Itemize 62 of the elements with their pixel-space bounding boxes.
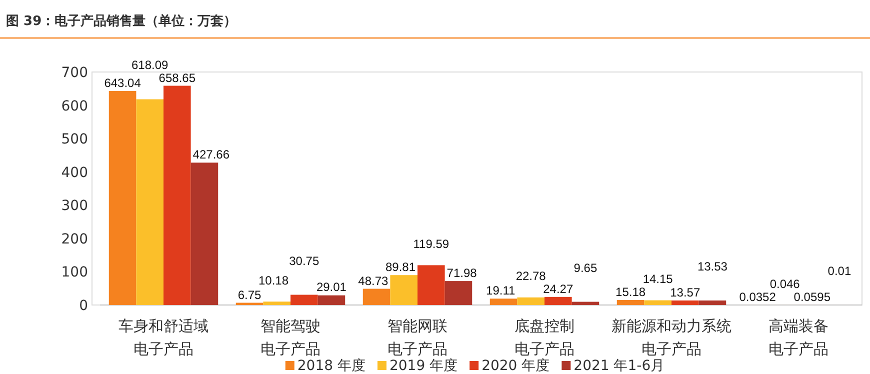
data-label: 643.04 bbox=[104, 76, 142, 90]
bar bbox=[290, 294, 318, 305]
data-label: 14.15 bbox=[642, 272, 674, 286]
data-label: 618.09 bbox=[131, 58, 169, 72]
data-label: 24.27 bbox=[543, 282, 574, 296]
y-tick-label: 100 bbox=[61, 264, 88, 281]
data-label: 0.046 bbox=[770, 276, 800, 291]
bar bbox=[108, 90, 136, 305]
legend-label: 2019 年度 bbox=[389, 358, 458, 374]
bar bbox=[644, 300, 672, 305]
bar bbox=[572, 302, 600, 305]
data-label: 427.66 bbox=[192, 148, 230, 162]
bar bbox=[490, 298, 518, 305]
data-label: 22.78 bbox=[516, 268, 546, 283]
y-tick-label: 600 bbox=[61, 98, 88, 114]
data-label: 6.75 bbox=[238, 288, 262, 302]
data-label: 48.73 bbox=[358, 274, 389, 288]
data-label: 71.98 bbox=[446, 266, 478, 280]
data-label: 13.53 bbox=[697, 259, 728, 274]
data-label: 0.0595 bbox=[794, 290, 831, 304]
bar bbox=[517, 297, 544, 305]
x-tick-label: 底盘控制电子产品 bbox=[514, 316, 576, 358]
x-tick-label: 智能驾驶电子产品 bbox=[260, 316, 322, 360]
y-tick-label: 500 bbox=[61, 132, 88, 148]
bar bbox=[418, 265, 445, 305]
x-tick-label: 车身和舒适域电子产品 bbox=[118, 316, 210, 360]
data-label: 0.01 bbox=[828, 264, 852, 278]
bar bbox=[190, 162, 218, 305]
data-label: 10.18 bbox=[258, 274, 289, 288]
x-tick-label: 智能网联电子产品 bbox=[388, 317, 448, 358]
x-tick-label: 新能源和动力系统电子产品 bbox=[610, 316, 732, 358]
data-label: 658.65 bbox=[158, 70, 196, 85]
bar bbox=[444, 281, 472, 305]
y-tick-label: 700 bbox=[61, 65, 88, 81]
bar bbox=[362, 288, 390, 305]
bar bbox=[136, 99, 164, 305]
bar bbox=[698, 300, 726, 305]
legend-label: 2018 年度 bbox=[297, 358, 366, 374]
data-label: 19.11 bbox=[486, 284, 516, 298]
y-tick-label: 300 bbox=[61, 198, 88, 214]
bar bbox=[263, 302, 290, 305]
bar bbox=[318, 295, 346, 305]
legend-label: 2020 年度 bbox=[482, 358, 550, 374]
legend-label: 2021 年1-6月 bbox=[574, 358, 665, 374]
bar bbox=[544, 296, 572, 305]
data-label: 29.01 bbox=[316, 280, 347, 294]
bar bbox=[164, 86, 191, 305]
data-label: 9.65 bbox=[574, 260, 598, 275]
data-label: 119.59 bbox=[413, 237, 450, 252]
x-tick-label: 高端装备电子产品 bbox=[768, 316, 830, 360]
bar bbox=[672, 300, 699, 305]
data-label: 30.75 bbox=[289, 254, 320, 268]
y-tick-label: 400 bbox=[61, 164, 88, 181]
bar bbox=[390, 275, 418, 305]
data-label: 15.18 bbox=[616, 284, 646, 299]
y-tick-label: 0 bbox=[79, 298, 88, 314]
chart-title: 图 39：电子产品销售量（单位：万套） bbox=[6, 13, 237, 29]
data-label: 0.0352 bbox=[739, 290, 776, 304]
data-label: 89.81 bbox=[385, 260, 416, 274]
bar bbox=[616, 300, 644, 305]
data-label: 13.57 bbox=[670, 285, 700, 300]
y-tick-label: 200 bbox=[61, 231, 88, 248]
